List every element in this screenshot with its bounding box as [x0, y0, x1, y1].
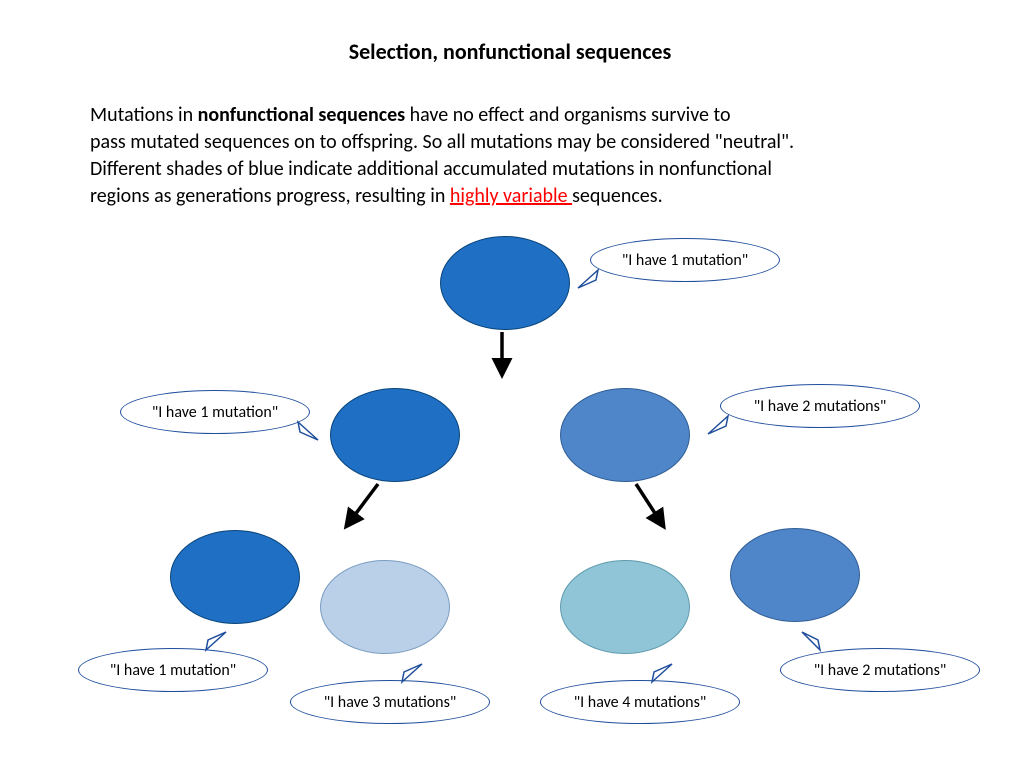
bubble-tail-4	[204, 630, 228, 652]
speech-bubble-4: "I have 1 mutation"	[78, 648, 268, 692]
bubble-text-3: "I have 2 mutations"	[754, 397, 887, 416]
slide-title: Selection, nonfunctional sequences	[275, 38, 745, 65]
organism-gen1	[440, 236, 570, 330]
body-line3: Different shades of blue indicate additi…	[90, 157, 772, 181]
speech-bubble-2: "I have 1 mutation"	[120, 390, 310, 434]
bubble-text-2: "I have 1 mutation"	[152, 403, 278, 422]
organism-gen3-1	[170, 530, 300, 624]
body-line2: pass mutated sequences on to offspring. …	[90, 130, 794, 154]
organism-gen2-right	[560, 388, 690, 482]
speech-bubble-5: "I have 3 mutations"	[290, 680, 490, 724]
organism-gen3-4	[730, 528, 860, 622]
organism-gen3-3	[560, 560, 690, 654]
bubble-tail-7	[800, 630, 824, 652]
bubble-text-6: "I have 4 mutations"	[574, 693, 707, 712]
speech-bubble-7: "I have 2 mutations"	[780, 648, 980, 692]
arrow-gen2right-to-gen3	[636, 484, 662, 524]
body-line4a: regions as generations progress, resulti…	[90, 184, 450, 208]
body-line1c: have no effect and organisms survive to	[405, 103, 730, 127]
bubble-text-5: "I have 3 mutations"	[324, 693, 457, 712]
bubble-tail-2	[296, 420, 320, 442]
body-line4b: highly variable	[450, 184, 572, 208]
speech-bubble-1: "I have 1 mutation"	[590, 238, 780, 282]
body-paragraph: Mutations in nonfunctional sequences hav…	[90, 102, 950, 210]
bubble-tail-1	[576, 268, 600, 290]
body-line1a: Mutations in	[90, 103, 198, 127]
bubble-text-1: "I have 1 mutation"	[622, 251, 748, 270]
body-line1b: nonfunctional sequences	[198, 103, 406, 127]
arrow-gen2left-to-gen3	[348, 484, 378, 524]
speech-bubble-6: "I have 4 mutations"	[540, 680, 740, 724]
bubble-tail-6	[650, 662, 674, 684]
bubble-tail-5	[400, 662, 424, 684]
organism-gen2-left	[330, 388, 460, 482]
body-line4c: sequences.	[572, 184, 663, 208]
bubble-tail-3	[706, 414, 730, 436]
bubble-text-7: "I have 2 mutations"	[814, 661, 947, 680]
bubble-text-4: "I have 1 mutation"	[110, 661, 236, 680]
speech-bubble-3: "I have 2 mutations"	[720, 384, 920, 428]
organism-gen3-2	[320, 560, 450, 654]
